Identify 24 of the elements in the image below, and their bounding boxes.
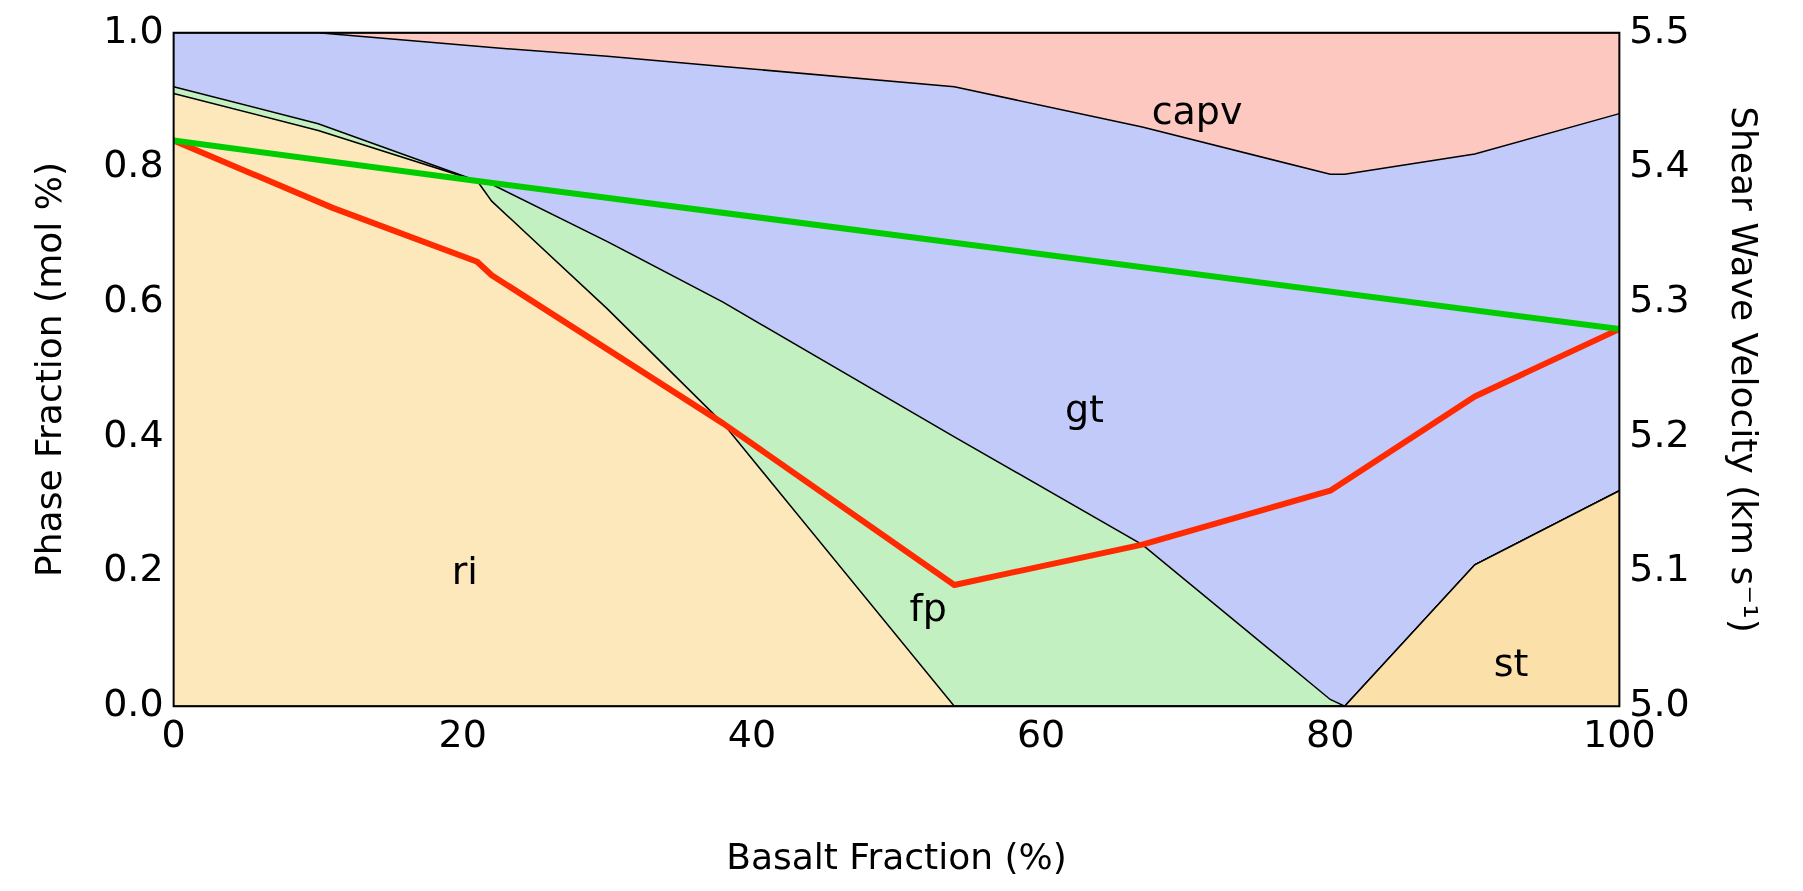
series-label: capv	[1151, 88, 1243, 133]
series-label: st	[1493, 641, 1529, 686]
y2-tick-label: 5.3	[1629, 277, 1690, 322]
y2-tick-label: 5.5	[1629, 7, 1690, 52]
series-label: fp	[909, 585, 947, 630]
y-tick-label: 1.0	[103, 7, 164, 52]
y-axis-title: Phase Fraction (mol %)	[27, 162, 69, 577]
series-label: gt	[1064, 387, 1104, 432]
y2-tick-label: 5.2	[1629, 411, 1690, 456]
y-tick-label: 0.4	[103, 411, 164, 456]
y-tick-label: 0.8	[103, 142, 164, 187]
y-tick-label: 0.6	[103, 277, 164, 322]
x-tick-label: 0	[161, 711, 186, 756]
y2-tick-label: 5.1	[1629, 546, 1690, 591]
y-tick-label: 0.2	[103, 546, 164, 591]
x-axis-title: Basalt Fraction (%)	[726, 835, 1067, 877]
y2-tick-label: 5.4	[1629, 142, 1690, 187]
x-tick-label: 60	[1016, 711, 1066, 756]
y-tick-label: 0.0	[103, 681, 164, 726]
x-tick-label: 40	[727, 711, 777, 756]
series-label: ri	[451, 548, 478, 593]
x-tick-label: 20	[438, 711, 487, 756]
x-tick-label: 80	[1306, 711, 1355, 756]
y2-axis-title: Shear Wave Velocity (km s⁻¹)	[1724, 106, 1766, 633]
